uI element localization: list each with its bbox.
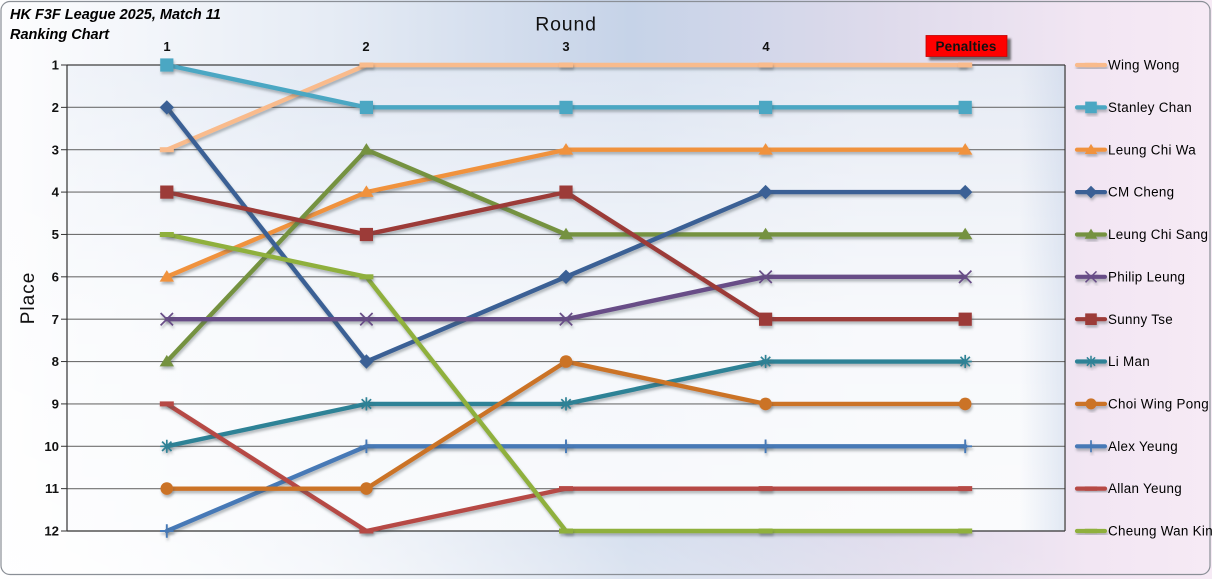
svg-text:10: 10 <box>44 439 59 454</box>
svg-text:8: 8 <box>52 354 59 369</box>
svg-text:3: 3 <box>562 39 569 54</box>
svg-text:4: 4 <box>762 39 770 54</box>
svg-text:4: 4 <box>52 185 60 200</box>
svg-text:Ranking Chart: Ranking Chart <box>10 27 110 43</box>
svg-text:Sunny Tse: Sunny Tse <box>1108 312 1173 327</box>
svg-text:9: 9 <box>52 397 59 412</box>
svg-text:5: 5 <box>52 227 59 242</box>
svg-text:Penalties: Penalties <box>935 39 996 54</box>
svg-text:3: 3 <box>52 142 59 157</box>
svg-text:Alex Yeung: Alex Yeung <box>1108 439 1178 454</box>
svg-text:1: 1 <box>163 39 170 54</box>
svg-text:Allan Yeung: Allan Yeung <box>1108 481 1182 496</box>
svg-text:Stanley Chan: Stanley Chan <box>1108 100 1192 115</box>
svg-text:12: 12 <box>44 524 59 539</box>
svg-text:Place: Place <box>18 272 39 325</box>
svg-text:HK F3F League 2025, Match 11: HK F3F League 2025, Match 11 <box>10 7 221 23</box>
svg-text:CM Cheng: CM Cheng <box>1108 185 1174 200</box>
svg-text:Choi Wing Pong: Choi Wing Pong <box>1108 397 1209 412</box>
svg-text:2: 2 <box>362 39 369 54</box>
svg-text:7: 7 <box>52 312 59 327</box>
svg-text:1: 1 <box>52 58 59 73</box>
svg-text:Leung Chi Sang: Leung Chi Sang <box>1108 227 1208 242</box>
svg-text:Cheung Wan Kin: Cheung Wan Kin <box>1108 524 1212 539</box>
svg-text:Round: Round <box>535 14 596 36</box>
svg-text:Li Man: Li Man <box>1108 354 1150 369</box>
svg-text:Leung Chi Wa: Leung Chi Wa <box>1108 142 1196 157</box>
svg-text:2: 2 <box>52 100 59 115</box>
svg-text:Wing Wong: Wing Wong <box>1108 58 1180 73</box>
svg-text:Philip Leung: Philip Leung <box>1108 269 1185 284</box>
svg-text:6: 6 <box>52 269 59 284</box>
svg-text:11: 11 <box>45 481 59 496</box>
